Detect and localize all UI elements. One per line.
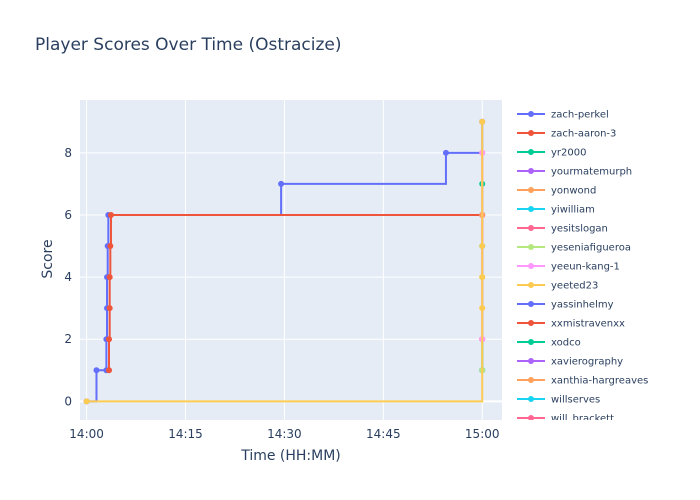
legend[interactable]: zach-perkel zach-aaron-3 yr2000 yourmatemur… (517, 110, 648, 425)
legend-item-xavierography[interactable]: xavierography (517, 357, 623, 368)
y-tick-label: 8 (64, 146, 72, 160)
legend-label: willserves (551, 395, 600, 406)
legend-label: yr2000 (551, 148, 586, 159)
data-point (479, 274, 486, 281)
legend-item-yonwond[interactable]: yonwond (517, 186, 596, 197)
legend-label: yassinhelmy (551, 300, 614, 311)
y-tick-label: 2 (64, 332, 72, 346)
data-point (479, 118, 486, 125)
series-line (86, 121, 484, 403)
data-point (278, 180, 285, 187)
legend-label: xodco (551, 338, 581, 349)
x-tick-label: 14:30 (267, 427, 302, 441)
legend-swatch-marker (528, 225, 534, 231)
legend-label: will_brackett (551, 414, 614, 425)
legend-item-yourmatemurph[interactable]: yourmatemurph (517, 167, 632, 178)
y-axis-ticks: 0 2 4 6 8 (64, 146, 72, 409)
legend-swatch-marker (528, 358, 534, 364)
y-tick-label: 6 (64, 208, 72, 222)
legend-label: yesitslogan (551, 224, 608, 235)
data-point (106, 305, 113, 312)
legend-item-yeeted23[interactable]: yeeted23 (517, 281, 598, 292)
legend-swatch-marker (528, 301, 534, 307)
x-tick-label: 14:00 (69, 427, 104, 441)
legend-label: yonwond (551, 186, 596, 197)
data-point (83, 398, 90, 405)
x-tick-label: 14:45 (366, 427, 401, 441)
legend-item-yeseniafigueroa[interactable]: yeseniafigueroa (517, 243, 631, 254)
series-yeeted23 (83, 118, 486, 405)
x-tick-label: 14:15 (168, 427, 203, 441)
x-axis-ticks: 14:00 14:15 14:30 14:45 15:00 (69, 427, 499, 441)
legend-swatch-marker (528, 244, 534, 250)
data-point (107, 243, 114, 250)
legend-label: yeseniafigueroa (551, 243, 631, 254)
data-point (106, 274, 113, 281)
legend-item-will_brackett[interactable]: will_brackett (517, 414, 614, 425)
legend-item-yr2000[interactable]: yr2000 (517, 148, 586, 159)
y-axis-title: Score (40, 239, 56, 278)
data-point (442, 149, 449, 156)
legend-label: xanthia-hargreaves (551, 376, 648, 387)
legend-label: zach-perkel (551, 110, 609, 121)
legend-swatch-marker (528, 149, 534, 155)
legend-swatch-marker (528, 187, 534, 193)
legend-label: yourmatemurph (551, 167, 632, 178)
legend-item-yesitslogan[interactable]: yesitslogan (517, 224, 608, 235)
legend-label: xxmistravenxx (551, 319, 625, 330)
legend-label: xavierography (551, 357, 623, 368)
legend-swatch-marker (528, 130, 534, 136)
data-point (106, 336, 113, 343)
legend-item-zach-aaron-3[interactable]: zach-aaron-3 (517, 129, 616, 140)
legend-label: yeeun-kang-1 (551, 262, 620, 273)
legend-swatch-marker (528, 282, 534, 288)
legend-label: zach-aaron-3 (551, 129, 616, 140)
legend-swatch-marker (528, 377, 534, 383)
legend-item-yassinhelmy[interactable]: yassinhelmy (517, 300, 614, 311)
legend-item-yiwilliam[interactable]: yiwilliam (517, 205, 595, 216)
chart-title: Player Scores Over Time (Ostracize) (35, 35, 342, 55)
legend-swatch-marker (528, 320, 534, 326)
legend-swatch-marker (528, 206, 534, 212)
data-point (479, 243, 486, 250)
legend-label: yeeted23 (551, 281, 598, 292)
legend-swatch-marker (528, 396, 534, 402)
legend-label: yiwilliam (551, 205, 595, 216)
legend-item-yeeun-kang-1[interactable]: yeeun-kang-1 (517, 262, 620, 273)
x-tick-label: 15:00 (465, 427, 500, 441)
legend-item-xxmistravenxx[interactable]: xxmistravenxx (517, 319, 625, 330)
legend-item-zach-perkel[interactable]: zach-perkel (517, 110, 609, 121)
data-point (479, 305, 486, 312)
legend-swatch-marker (528, 263, 534, 269)
legend-swatch-marker (528, 339, 534, 345)
x-axis-title: Time (HH:MM) (240, 448, 341, 464)
series-layer (83, 118, 486, 405)
legend-swatch-marker (528, 415, 534, 420)
plot-area (80, 100, 502, 420)
legend-item-xodco[interactable]: xodco (517, 338, 581, 349)
legend-item-xanthia-hargreaves[interactable]: xanthia-hargreaves (517, 376, 648, 387)
data-point (107, 211, 114, 218)
data-point (93, 367, 100, 374)
y-tick-label: 0 (64, 394, 72, 408)
legend-item-willserves[interactable]: willserves (517, 395, 600, 406)
y-tick-label: 4 (64, 270, 72, 284)
legend-swatch-marker (528, 168, 534, 174)
legend-swatch-marker (528, 111, 534, 117)
data-point (106, 367, 113, 374)
